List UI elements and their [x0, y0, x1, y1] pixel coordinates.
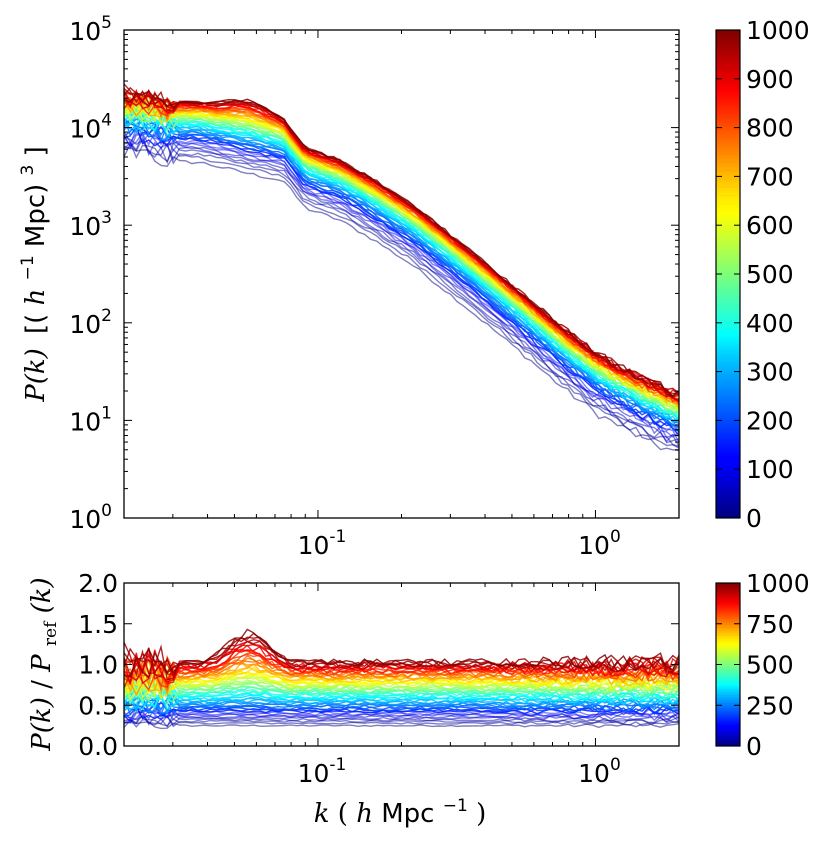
xlabel-open: ( [338, 799, 348, 829]
pk-series-line [124, 117, 679, 420]
pk-series-line [124, 125, 679, 431]
ratio-series-line [124, 632, 679, 680]
pk-series-line [124, 91, 679, 397]
colorbar-tick-label: 600 [746, 211, 794, 240]
bottom-ylabel-sub: ref [41, 620, 61, 646]
colorbar-tick-label: 100 [746, 455, 794, 484]
colorbar-tick-label: 500 [746, 651, 794, 680]
ratio-series-line [124, 691, 679, 715]
bottom-ylabel: P(k) / P ref (k) [27, 577, 63, 751]
top-ylabel-pk: P(k) [21, 348, 51, 403]
bottom-ticks: 0.0 0.5 1.0 1.5 2.0 10-1 100 [78, 569, 680, 788]
ratio-series-line [124, 718, 679, 728]
top-ylabel-mpc: Mpc) [21, 184, 51, 247]
ratio-series-line [124, 700, 679, 718]
pk-series-line [124, 134, 679, 448]
pk-series-line [124, 130, 679, 444]
svg-text:P(k) [( h −1: P(k) [( h −1 Mpc) 3 ] [10, 146, 51, 403]
bottom-ytick-label: 0.0 [78, 732, 118, 761]
colorbar-tick-label: 700 [746, 162, 794, 191]
pk-series-line [124, 142, 679, 452]
top-ylabel-cube: 3 [18, 165, 38, 176]
colorbar-tick-label: 1000 [746, 569, 810, 598]
top-ylabel-h: h [21, 289, 51, 306]
bottom-xtick-label: 10-1 [298, 755, 347, 788]
colorbar-tick-label: 0 [746, 732, 762, 761]
colorbar-tick-label: 200 [746, 406, 794, 435]
bottom-ytick-label: 1.0 [78, 651, 118, 680]
ratio-series-line [124, 711, 679, 726]
x-axis-label: k ( h Mpc −1 ) [314, 788, 486, 829]
pk-series-line [124, 141, 679, 449]
top-ylabel-close: ] [21, 146, 51, 156]
top-colorbar-ticks: 0 100 200 300 400 500 600 700 800 900 1000 [716, 16, 810, 533]
colorbar-tick-label: 750 [746, 610, 794, 639]
ratio-series-line [124, 640, 679, 683]
bottom-xtick-label: 100 [578, 755, 621, 788]
colorbar-tick-label: 0 [746, 504, 762, 533]
top-ytick-label: 101 [69, 403, 112, 436]
xlabel-h: h [356, 799, 373, 829]
pk-series-line [124, 100, 679, 401]
colorbar-tick-label: 400 [746, 309, 794, 338]
colorbar-tick-label: 1000 [746, 16, 810, 45]
ratio-series-line [124, 666, 679, 699]
bottom-ylabel-den: P [27, 654, 57, 673]
colorbar-tick-label: 900 [746, 65, 794, 94]
pk-series-line [124, 131, 679, 438]
pk-series-line [124, 117, 679, 429]
bottom-ytick-label: 2.0 [78, 569, 118, 598]
bottom-series-group [124, 628, 679, 730]
bottom-colorbar-ticks: 0 250 500 750 1000 [716, 569, 810, 761]
top-ytick-label: 103 [69, 208, 112, 241]
bottom-ytick-label: 1.5 [78, 610, 118, 639]
colorbar-tick-label: 300 [746, 358, 794, 387]
pk-series-line [124, 90, 679, 397]
pk-series-line [124, 87, 679, 398]
ratio-series-line [124, 697, 679, 717]
top-xtick-label: 100 [578, 527, 621, 560]
top-ylabel: P(k) [( h −1 Mpc) 3 ] [10, 146, 51, 403]
svg-text:P(k) / P r: P(k) / P ref (k) [27, 577, 63, 751]
pk-series-line [124, 136, 679, 448]
ratio-series-line [124, 691, 679, 713]
top-ylabel-open: [( [21, 314, 51, 334]
bottom-ytick-label: 0.5 [78, 691, 118, 720]
colorbar-tick-label: 250 [746, 691, 794, 720]
top-ytick-label: 102 [69, 306, 112, 339]
bottom-ylabel-slash: / [27, 672, 57, 689]
bottom-ylabel-num: P(k) [27, 697, 57, 752]
xlabel-close: ) [476, 799, 486, 829]
colorbar-tick-label: 500 [746, 260, 794, 289]
ratio-series-line [124, 708, 679, 723]
top-ytick-label: 100 [69, 501, 112, 534]
top-xtick-label: 10-1 [298, 527, 347, 560]
top-ytick-label: 105 [69, 13, 112, 46]
top-series-group [124, 83, 679, 452]
ratio-series-line [124, 628, 679, 678]
top-ylabel-hexp: −1 [18, 255, 38, 280]
top-ticks: 100 101 102 103 104 105 10-1 100 [69, 13, 680, 560]
top-ytick-label: 104 [69, 111, 112, 144]
ratio-series-line [124, 697, 679, 717]
xlabel-mpc: Mpc [381, 799, 434, 829]
colorbar-tick-label: 800 [746, 114, 794, 143]
pk-series-line [124, 131, 679, 439]
pk-series-line [124, 118, 679, 433]
xlabel-exp: −1 [443, 796, 468, 816]
ratio-series-line [124, 713, 679, 728]
xlabel-k: k [314, 799, 330, 829]
bottom-ylabel-arg: (k) [27, 577, 57, 613]
